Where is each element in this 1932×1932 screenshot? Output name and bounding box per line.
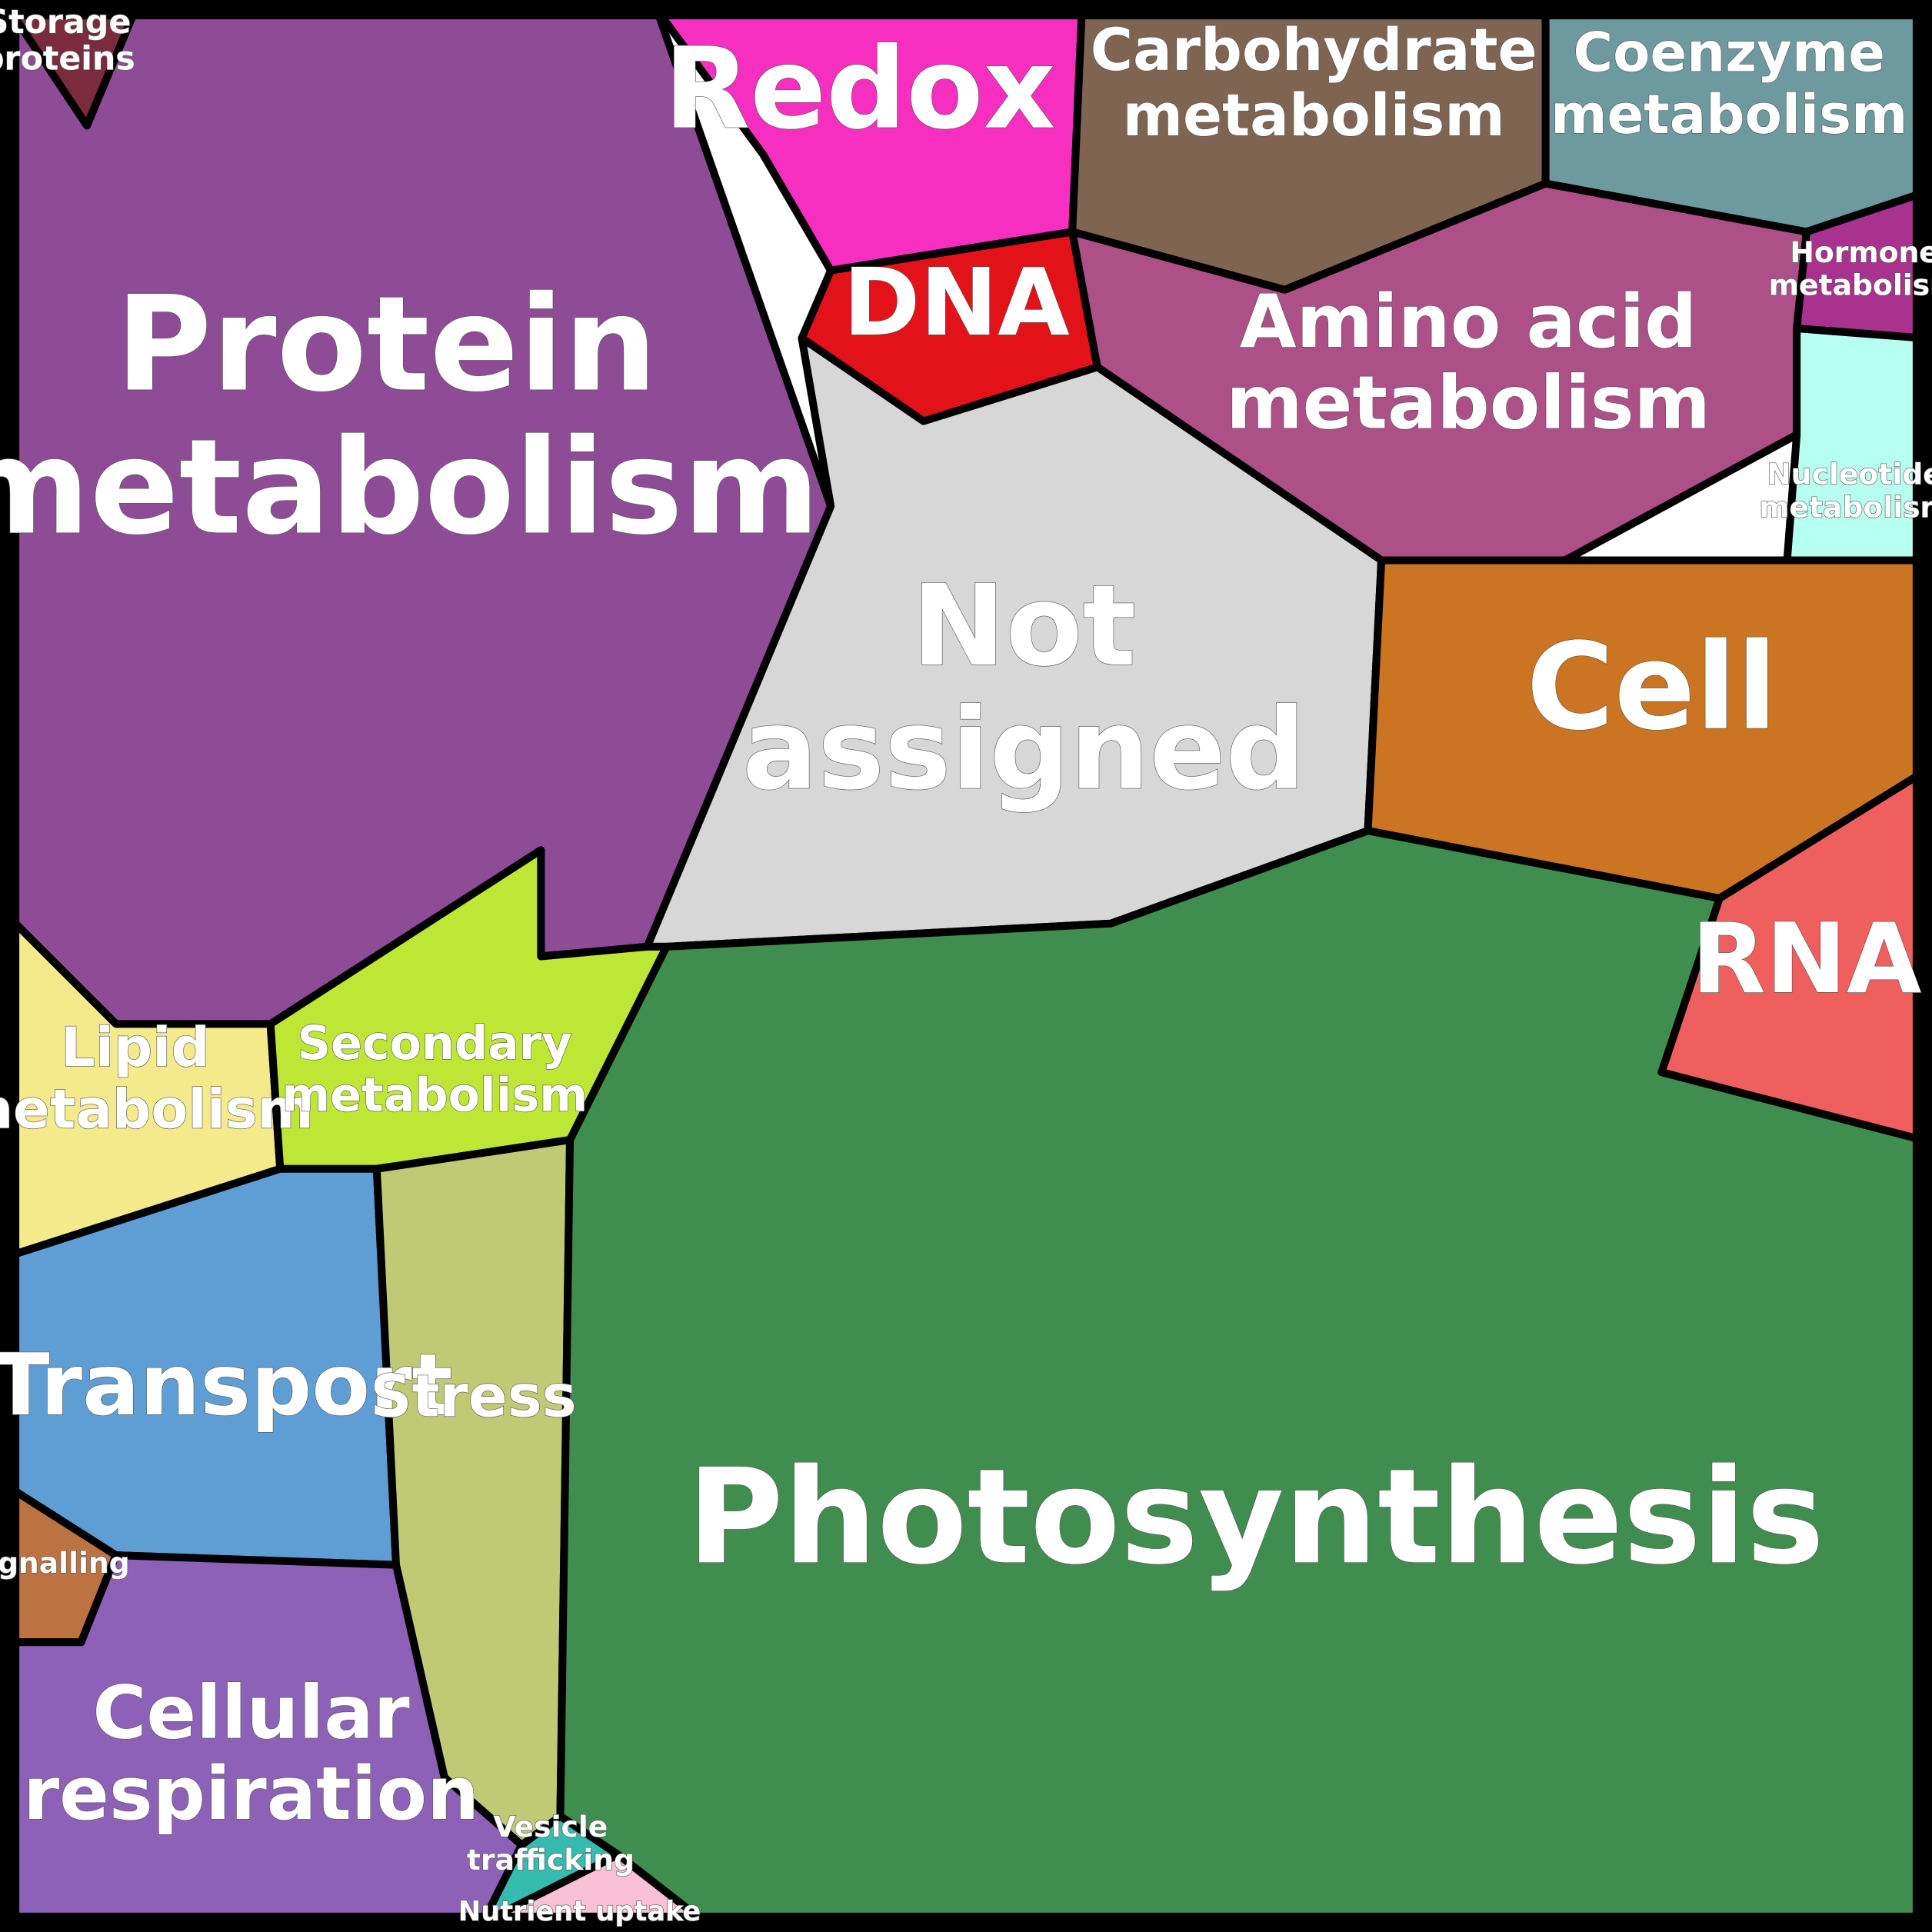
label-nucleotide-metabolism: Nucleotide <box>1767 458 1932 491</box>
label-secondary-metabolism: metabolism <box>281 1069 588 1123</box>
label-cellular-respiration: Cellular <box>92 1670 409 1756</box>
label-carbohydrate-metabolism: metabolism <box>1123 82 1505 149</box>
label-carbohydrate-metabolism: Carbohydrate <box>1091 16 1537 84</box>
label-hormone-metabolism: metabolism <box>1769 268 1932 302</box>
label-protein-metabolism: metabolism <box>0 411 820 564</box>
label-secondary-metabolism: Secondary <box>298 1017 572 1071</box>
label-lipid-metabolism: metabolism <box>0 1078 314 1141</box>
label-coenzyme-metabolism: metabolism <box>1551 83 1907 146</box>
label-signalling: Signalling <box>0 1546 130 1580</box>
label-photosynthesis: Photosynthesis <box>687 1441 1824 1594</box>
label-not-assigned: assigned <box>742 685 1306 815</box>
label-nutrient-uptake: Nutrient uptake <box>458 1896 701 1927</box>
label-nucleotide-metabolism: metabolism <box>1759 490 1932 524</box>
label-coenzyme-metabolism: Coenzyme <box>1574 21 1885 84</box>
label-cell: Cell <box>1526 617 1777 757</box>
cell-nucleotide-metabolism <box>1787 328 1923 560</box>
label-not-assigned: Not <box>912 561 1137 691</box>
label-protein-metabolism: Protein <box>115 268 657 421</box>
label-cellular-respiration: respiration <box>23 1750 479 1837</box>
voronoi-treemap: ProteinmetabolismStorageproteinsRedoxCar… <box>0 0 1932 1932</box>
label-redox: Redox <box>664 25 1055 155</box>
label-vesicle-trafficking: Vesicle <box>494 1810 608 1844</box>
label-amino-acid-metabolism: metabolism <box>1226 359 1710 445</box>
label-storage-proteins: Storage <box>0 3 131 42</box>
label-lipid-metabolism: Lipid <box>61 1016 210 1079</box>
label-rna: RNA <box>1691 902 1921 1015</box>
label-stress: Stress <box>370 1363 576 1431</box>
label-dna: DNA <box>843 249 1069 357</box>
label-hormone-metabolism: Hormone <box>1790 235 1932 269</box>
label-amino-acid-metabolism: Amino acid <box>1240 278 1697 365</box>
label-storage-proteins: proteins <box>0 40 135 78</box>
label-vesicle-trafficking: trafficking <box>467 1843 635 1877</box>
